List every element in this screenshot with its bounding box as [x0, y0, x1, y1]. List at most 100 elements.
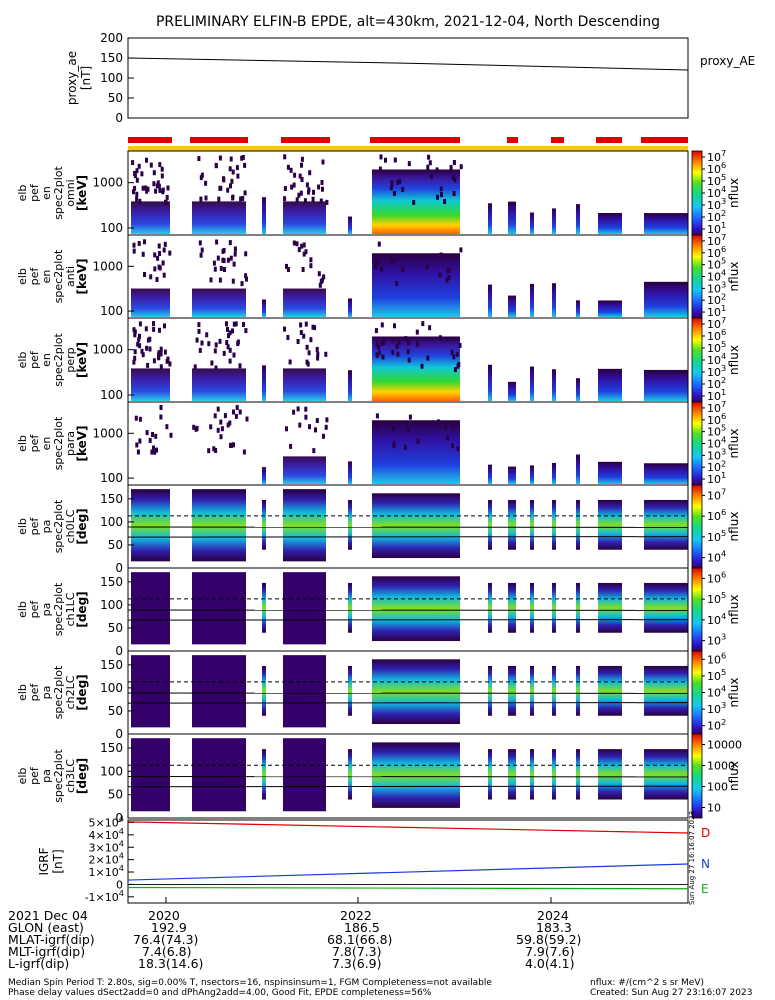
noise-pixel — [391, 426, 395, 431]
spectrogram-strip — [644, 213, 688, 234]
noise-pixel — [158, 251, 161, 256]
igrf-legend-E: E — [701, 882, 709, 896]
panel-frame — [127, 733, 689, 819]
noise-pixel — [154, 433, 158, 439]
noise-pixel — [135, 177, 139, 183]
pa-block — [131, 489, 170, 562]
noise-pixel — [451, 175, 455, 181]
igrf-series-D — [127, 821, 689, 834]
footer-value: 2024 — [537, 908, 569, 923]
noise-pixel — [299, 190, 303, 196]
noise-pixel — [299, 330, 303, 335]
noise-pixel — [300, 156, 304, 162]
footer-value: 76.4(74.3) — [133, 932, 199, 947]
noise-pixel — [450, 349, 454, 355]
noise-pixel — [453, 177, 457, 183]
noise-pixel — [324, 351, 328, 357]
ae-ylabel: proxy_ae — [65, 51, 79, 105]
panel-ytick-label: 100 — [100, 681, 123, 695]
footer-row-date: 2021 Dec 04 — [8, 909, 88, 922]
noise-pixel — [132, 359, 136, 365]
pa-strip — [552, 582, 556, 633]
panel-ytick-label: 150 — [100, 575, 123, 589]
noise-pixel — [403, 444, 407, 450]
colorbar-tick-label: 102 — [707, 291, 726, 307]
panel-ylabel: pa — [40, 603, 53, 617]
noise-pixel — [138, 198, 142, 204]
noise-pixel — [315, 346, 319, 352]
spectrogram-block — [372, 169, 460, 234]
footer-label: MLT-igrf(dip) — [8, 944, 86, 959]
noise-pixel — [198, 240, 202, 246]
footer-row-l: L-igrf(dip) — [8, 957, 69, 970]
noise-pixel — [438, 272, 442, 278]
igrf-ytick-label: 5×104 — [89, 814, 124, 830]
noise-pixel — [232, 442, 235, 448]
noise-pixel — [298, 173, 302, 179]
noise-pixel — [375, 351, 379, 357]
noise-pixel — [230, 178, 234, 184]
noise-pixel — [392, 441, 396, 447]
noise-pixel — [449, 164, 453, 170]
noise-pixel — [406, 340, 410, 346]
igrf-ytick-label: 4×104 — [89, 826, 124, 842]
panel-ylabel: en — [40, 437, 53, 451]
noise-pixel — [228, 240, 232, 246]
noise-pixel — [296, 339, 300, 344]
ae-ytick-label: 100 — [100, 71, 123, 85]
colorbar-tick-label: 104 — [707, 268, 726, 284]
pa-block — [372, 493, 460, 559]
spectrogram-strip — [262, 467, 266, 484]
noise-pixel — [195, 337, 199, 343]
noise-pixel — [445, 277, 449, 283]
colorbar-tick-label: 107 — [707, 486, 726, 502]
igrf-ylabel: [nT] — [51, 849, 65, 873]
panel-ylabel: anti — [64, 266, 77, 287]
noise-pixel — [390, 181, 394, 187]
noise-pixel — [318, 282, 322, 288]
pa-strip — [598, 582, 622, 633]
noise-pixel — [218, 277, 222, 283]
noise-pixel — [219, 434, 223, 440]
noise-pixel — [197, 322, 201, 328]
noise-pixel — [293, 172, 297, 178]
colorbar — [691, 567, 703, 652]
panel-ylabel: spec2plot — [52, 665, 65, 719]
noise-pixel — [205, 332, 209, 338]
noise-pixel — [389, 185, 393, 191]
noise-pixel — [439, 186, 443, 192]
panel-ylabel: pef — [28, 267, 41, 286]
spectrogram-strip — [644, 281, 688, 317]
spectrogram-strip — [552, 283, 556, 317]
noise-pixel — [234, 413, 238, 419]
noise-pixel — [315, 418, 319, 423]
pa-strip — [644, 665, 688, 716]
noise-pixel — [283, 186, 287, 191]
spectrogram-strip — [262, 365, 266, 401]
panel-ylabel: para — [64, 431, 77, 456]
spectrogram-block — [192, 368, 246, 401]
noise-pixel — [210, 360, 214, 366]
noise-pixel — [204, 180, 208, 186]
noise-pixel — [380, 266, 384, 272]
noise-pixel — [200, 340, 204, 346]
noise-pixel — [406, 349, 410, 355]
pa-strip — [488, 749, 492, 800]
noise-pixel — [316, 355, 320, 361]
noise-pixel — [146, 362, 150, 368]
noise-pixel — [199, 175, 203, 181]
spectrogram-block — [131, 201, 170, 234]
pa-strip — [348, 749, 352, 800]
noise-pixel — [161, 187, 165, 193]
noise-pixel — [407, 427, 411, 433]
footer-value: 192.9 — [151, 920, 187, 935]
igrf-legend-D: D — [701, 826, 710, 840]
noise-pixel — [325, 199, 329, 205]
noise-pixel — [164, 199, 167, 205]
panel-ylabel: en — [40, 270, 53, 284]
igrf-series-N — [127, 863, 689, 881]
pa-strip — [530, 665, 534, 716]
pa-strip — [262, 665, 266, 716]
